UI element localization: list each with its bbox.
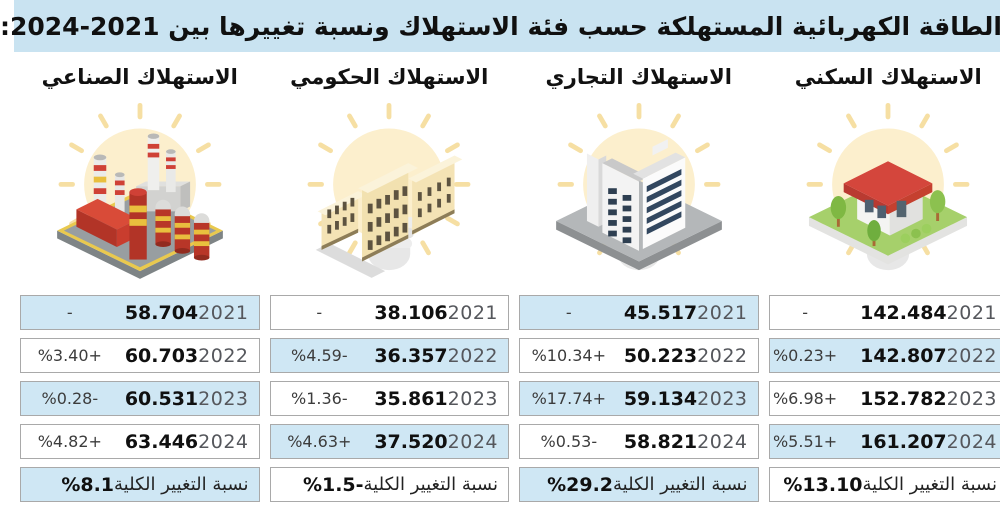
row-year: 2021	[933, 302, 983, 324]
total-row: نسبة التغيير الكلية %13.10	[755, 467, 995, 502]
industrial-illustration	[6, 94, 246, 295]
house-icon	[768, 94, 980, 295]
row-value: 161.207	[846, 431, 933, 453]
row-value: 60.531	[111, 388, 184, 410]
row-change: %0.23+	[752, 346, 830, 365]
year-row: 2024 63.446 %4.82+	[6, 424, 246, 459]
year-row: 2021 142.484 -	[755, 295, 995, 330]
row-value: 59.134	[610, 388, 683, 410]
office-building-icon	[519, 94, 731, 295]
row-change: %17.74+	[516, 389, 594, 408]
year-row: 2023 35.861 %1.36-	[256, 381, 496, 416]
year-row: 2021 45.517 -	[505, 295, 745, 330]
row-change: -	[752, 303, 830, 322]
row-value: 142.807	[846, 345, 933, 367]
residential-table: 2021 142.484 - 2022 142.807 %0.23+ 2023 …	[755, 295, 995, 502]
row-change: %5.51+	[752, 432, 830, 451]
total-change-value: %13.10	[769, 474, 848, 496]
page-title: الطاقة الكهربائية المستهلكة حسب فئة الاس…	[12, 12, 988, 41]
row-value: 38.106	[360, 302, 433, 324]
year-row: 2021 58.704 -	[6, 295, 246, 330]
row-change: %6.98+	[752, 389, 830, 408]
category-column-government: الاستهلاك الحكومي	[256, 52, 496, 510]
row-year: 2023	[434, 388, 484, 410]
factory-icon	[20, 94, 232, 295]
row-year: 2021	[434, 302, 484, 324]
government-table: 2021 38.106 - 2022 36.357 %4.59- 2023 35…	[256, 295, 496, 502]
total-change-label: نسبة التغيير الكلية	[849, 474, 983, 495]
row-change: -	[516, 303, 594, 322]
row-change: %1.36-	[266, 389, 344, 408]
row-change: %3.40+	[17, 346, 95, 365]
row-change: -	[17, 303, 95, 322]
total-change-value: %8.1	[47, 474, 100, 496]
year-row: 2022 50.223 %10.34+	[505, 338, 745, 373]
row-value: 142.484	[846, 302, 933, 324]
row-year: 2022	[683, 345, 733, 367]
total-change-label: نسبة التغيير الكلية	[100, 474, 234, 495]
year-row: 2023 60.531 %0.28-	[6, 381, 246, 416]
row-change: %4.59-	[266, 346, 344, 365]
row-value: 36.357	[360, 345, 433, 367]
year-row: 2023 152.782 %6.98+	[755, 381, 995, 416]
total-change-label: نسبة التغيير الكلية	[350, 474, 484, 495]
year-row: 2022 142.807 %0.23+	[755, 338, 995, 373]
total-change-value: %29.2	[533, 474, 599, 496]
year-row: 2021 38.106 -	[256, 295, 496, 330]
industrial-table: 2021 58.704 - 2022 60.703 %3.40+ 2023 60…	[6, 295, 246, 502]
government-building-icon	[269, 94, 481, 295]
commercial-illustration	[505, 94, 745, 295]
year-row: 2024 58.821 %0.53-	[505, 424, 745, 459]
year-row: 2024 161.207 %5.51+	[755, 424, 995, 459]
total-row: نسبة التغيير الكلية %8.1	[6, 467, 246, 502]
year-row: 2024 37.520 %4.63+	[256, 424, 496, 459]
row-change: %0.28-	[17, 389, 95, 408]
commercial-title: الاستهلاك التجاري	[505, 52, 745, 94]
row-year: 2024	[184, 431, 234, 453]
government-illustration	[256, 94, 496, 295]
row-year: 2022	[184, 345, 234, 367]
category-column-industrial: الاستهلاك الصناعي	[6, 52, 246, 510]
government-title: الاستهلاك الحكومي	[256, 52, 496, 94]
row-year: 2022	[933, 345, 983, 367]
total-change-value: %1.5-	[289, 474, 350, 496]
row-change: -	[266, 303, 344, 322]
title-bar: الطاقة الكهربائية المستهلكة حسب فئة الاس…	[0, 0, 1000, 52]
row-year: 2024	[933, 431, 983, 453]
residential-title: الاستهلاك السكني	[755, 52, 995, 94]
row-change: %10.34+	[516, 346, 594, 365]
commercial-table: 2021 45.517 - 2022 50.223 %10.34+ 2023 5…	[505, 295, 745, 502]
residential-illustration	[755, 94, 995, 295]
row-year: 2023	[683, 388, 733, 410]
total-row: نسبة التغيير الكلية %1.5-	[256, 467, 496, 502]
row-year: 2021	[184, 302, 234, 324]
row-year: 2022	[434, 345, 484, 367]
row-value: 37.520	[360, 431, 433, 453]
row-value: 63.446	[111, 431, 184, 453]
row-year: 2024	[683, 431, 733, 453]
row-change: %4.63+	[266, 432, 344, 451]
total-row: نسبة التغيير الكلية %29.2	[505, 467, 745, 502]
row-value: 58.704	[111, 302, 184, 324]
year-row: 2022 36.357 %4.59-	[256, 338, 496, 373]
row-value: 35.861	[360, 388, 433, 410]
year-row: 2023 59.134 %17.74+	[505, 381, 745, 416]
row-value: 45.517	[610, 302, 683, 324]
category-column-commercial: الاستهلاك التجاري	[505, 52, 745, 510]
industrial-title: الاستهلاك الصناعي	[6, 52, 246, 94]
category-column-residential: الاستهلاك السكني	[755, 52, 995, 510]
row-value: 152.782	[846, 388, 933, 410]
row-value: 50.223	[610, 345, 683, 367]
row-change: %0.53-	[516, 432, 594, 451]
row-year: 2023	[184, 388, 234, 410]
year-row: 2022 60.703 %3.40+	[6, 338, 246, 373]
row-year: 2023	[933, 388, 983, 410]
row-value: 58.821	[610, 431, 683, 453]
row-year: 2021	[683, 302, 733, 324]
total-change-label: نسبة التغيير الكلية	[599, 474, 733, 495]
row-change: %4.82+	[17, 432, 95, 451]
row-year: 2024	[434, 431, 484, 453]
row-value: 60.703	[111, 345, 184, 367]
categories-container: الاستهلاك السكني	[0, 52, 1000, 510]
